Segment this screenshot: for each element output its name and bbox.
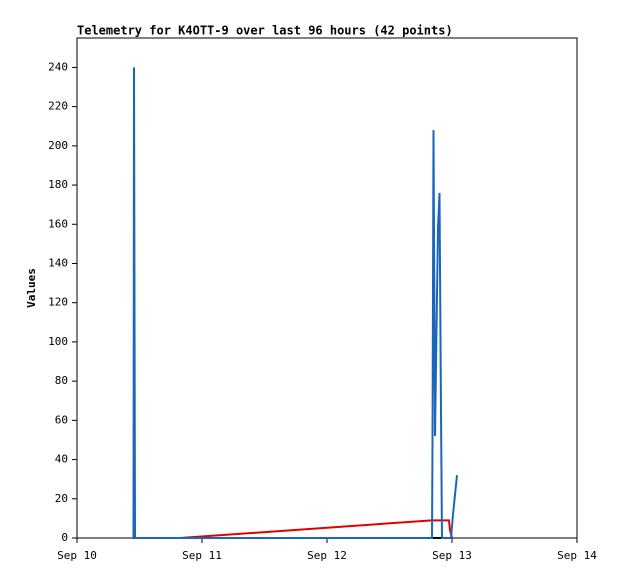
series-line (179, 519, 453, 539)
y-tick-label: 200 (48, 139, 68, 152)
y-tick-label: 120 (48, 296, 68, 309)
chart-title: Telemetry for K4OTT-9 over last 96 hours… (77, 24, 453, 38)
y-tick-label: 60 (55, 413, 68, 426)
series-line (132, 67, 458, 539)
y-tick-label: 0 (61, 531, 68, 544)
y-axis-label: Values (25, 268, 38, 308)
y-tick-label: 100 (48, 335, 68, 348)
y-tick-label: 40 (55, 453, 68, 466)
x-tick-label: Sep 11 (182, 549, 222, 562)
y-tick-label: 20 (55, 492, 68, 505)
y-tick-label: 220 (48, 100, 68, 113)
y-tick-label: 240 (48, 60, 68, 73)
y-tick-label: 180 (48, 178, 68, 191)
y-tick-label: 140 (48, 256, 68, 269)
x-tick-label: Sep 12 (307, 549, 347, 562)
y-tick-label: 80 (55, 374, 68, 387)
y-tick-label: 160 (48, 217, 68, 230)
x-tick-label: Sep 14 (557, 549, 597, 562)
plot-frame (76, 37, 578, 539)
x-tick-label: Sep 10 (57, 549, 97, 562)
x-tick-label: Sep 13 (432, 549, 472, 562)
